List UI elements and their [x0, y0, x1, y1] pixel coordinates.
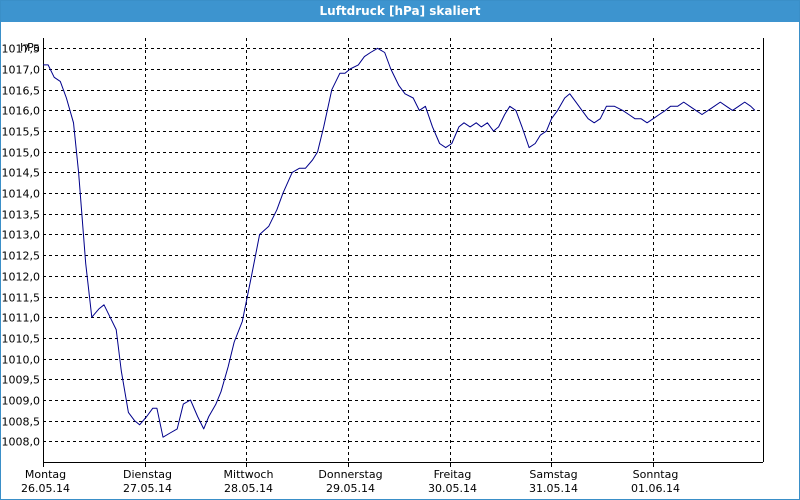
- y-tick-label: 1010,5: [2, 333, 41, 346]
- x-tick-label-day: Montag: [25, 468, 66, 481]
- y-tick-label: 1010,0: [2, 354, 41, 367]
- x-tick-label-date: 26.05.14: [21, 482, 70, 495]
- x-tick-label-date: 28.05.14: [224, 482, 273, 495]
- x-tick-label-date: 31.05.14: [529, 482, 578, 495]
- y-tick-label: 1009,0: [2, 395, 41, 408]
- x-tick-label-day: Mittwoch: [224, 468, 274, 481]
- x-tick-label-day: Dienstag: [123, 468, 172, 481]
- x-tick-label-day: Samstag: [529, 468, 577, 481]
- series-layer: [43, 47, 756, 438]
- pressure-series-line: [43, 47, 756, 438]
- y-tick-label: 1016,5: [2, 85, 41, 98]
- x-tick-label-day: Freitag: [434, 468, 472, 481]
- window-title: Luftdruck [hPa] skaliert: [1, 1, 799, 22]
- y-tick-labels: 1008,0 1008,5 1009,0 1009,5 1010,0 1010,5 1011…: [2, 43, 41, 449]
- y-tick-label: 1009,5: [2, 374, 41, 387]
- pressure-chart: 1008,0 1008,5 1009,0 1009,5 1010,0 1010,5 1011…: [2, 38, 764, 495]
- x-tick-label-day: Sonntag: [633, 468, 679, 481]
- x-tick-label-date: 29.05.14: [326, 482, 375, 495]
- x-tick-label-date: 30.05.14: [428, 482, 477, 495]
- y-tick-label: 1013,5: [2, 209, 41, 222]
- y-tick-label: 1008,0: [2, 436, 41, 449]
- y-tick-label: 1014,5: [2, 167, 41, 180]
- y-tick-label: 1011,0: [2, 312, 41, 325]
- x-tick-label-date: 01.06.14: [631, 482, 680, 495]
- y-tick-label: 1017,5: [2, 43, 41, 56]
- x-tick-label-day: Donnerstag: [318, 468, 382, 481]
- y-tick-label: 1011,5: [2, 292, 41, 305]
- y-tick-label: 1012,5: [2, 250, 41, 263]
- x-tick-label-date: 27.05.14: [123, 482, 172, 495]
- plot-frame: [43, 38, 764, 463]
- y-axis-unit-label: hPa: [20, 41, 40, 54]
- y-tick-label: 1013,0: [2, 229, 41, 242]
- y-tick-label: 1015,0: [2, 147, 41, 160]
- y-tick-label: 1017,0: [2, 64, 41, 77]
- y-tick-label: 1015,5: [2, 126, 41, 139]
- grid: [43, 38, 763, 467]
- y-tick-label: 1012,0: [2, 271, 41, 284]
- y-tick-label: 1016,0: [2, 105, 41, 118]
- y-tick-label: 1008,5: [2, 416, 41, 429]
- y-tick-label: 1014,0: [2, 188, 41, 201]
